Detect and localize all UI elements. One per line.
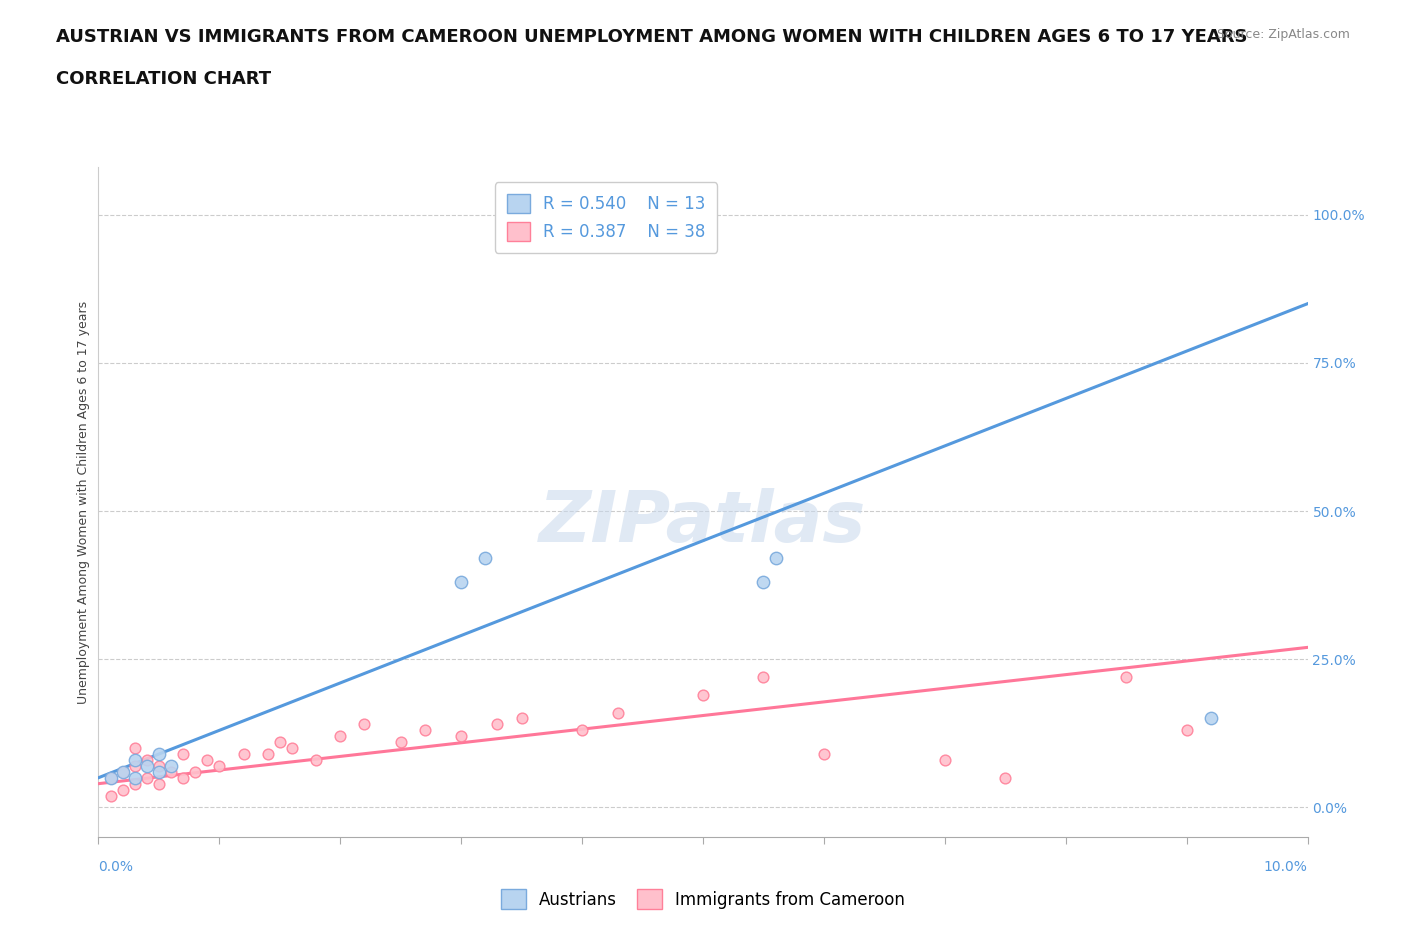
Point (934, 752, 956, 767)
Text: ZIPatlas: ZIPatlas (540, 488, 866, 557)
Point (571, 723, 593, 737)
Point (486, 717, 509, 732)
Legend: Austrians, Immigrants from Cameroon: Austrians, Immigrants from Cameroon (492, 881, 914, 917)
Point (124, 752, 146, 767)
Point (692, 687, 714, 702)
Point (353, 717, 375, 732)
Text: AUSTRIAN VS IMMIGRANTS FROM CAMEROON UNEMPLOYMENT AMONG WOMEN WITH CHILDREN AGES: AUSTRIAN VS IMMIGRANTS FROM CAMEROON UNE… (56, 28, 1247, 46)
Point (124, 777, 146, 791)
Point (100, 770, 122, 785)
Point (148, 747, 170, 762)
Point (256, 747, 278, 762)
Point (172, 770, 194, 785)
Point (269, 735, 291, 750)
Point (111, 764, 134, 779)
Point (100, 770, 122, 785)
Point (305, 752, 328, 767)
Point (281, 740, 304, 755)
Point (389, 735, 412, 750)
Point (160, 764, 183, 779)
Text: Source: ZipAtlas.com: Source: ZipAtlas.com (1216, 28, 1350, 41)
Point (413, 723, 436, 737)
Legend: R = 0.540    N = 13, R = 0.387    N = 38: R = 0.540 N = 13, R = 0.387 N = 38 (495, 182, 717, 253)
Point (1115, 670, 1137, 684)
Point (184, 764, 207, 779)
Point (232, 747, 254, 762)
Point (607, 705, 630, 720)
Text: CORRELATION CHART: CORRELATION CHART (56, 70, 271, 87)
Point (135, 752, 157, 767)
Point (994, 770, 1017, 785)
Point (172, 747, 194, 762)
Point (510, 711, 533, 726)
Point (1175, 723, 1198, 737)
Point (813, 747, 835, 762)
Point (1199, 711, 1222, 726)
Point (752, 670, 775, 684)
Point (135, 770, 157, 785)
Point (124, 740, 146, 755)
Point (195, 752, 218, 767)
Point (124, 759, 146, 774)
Point (752, 575, 775, 590)
Point (111, 782, 134, 797)
Point (148, 764, 170, 779)
Point (474, 551, 496, 566)
Text: 0.0%: 0.0% (98, 860, 134, 874)
Point (111, 764, 134, 779)
Point (450, 729, 472, 744)
Point (160, 759, 183, 774)
Point (450, 575, 472, 590)
Point (124, 770, 146, 785)
Point (100, 788, 122, 803)
Point (329, 729, 352, 744)
Point (148, 777, 170, 791)
Point (148, 759, 170, 774)
Text: 10.0%: 10.0% (1264, 860, 1308, 874)
Point (208, 759, 231, 774)
Point (765, 551, 787, 566)
Y-axis label: Unemployment Among Women with Children Ages 6 to 17 years: Unemployment Among Women with Children A… (77, 300, 90, 704)
Point (135, 759, 157, 774)
